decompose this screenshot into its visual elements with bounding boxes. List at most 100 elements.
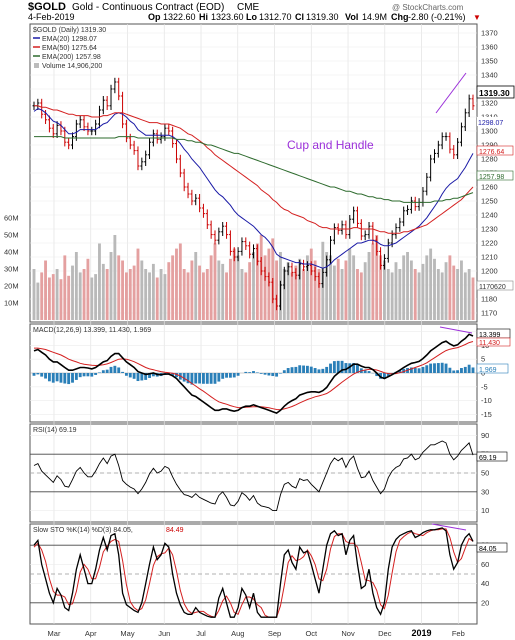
volume-bar	[151, 263, 155, 320]
volume-bar	[413, 269, 417, 320]
macd-histogram-bar	[317, 369, 321, 373]
ema200-value-box: 1257.98	[476, 170, 514, 181]
macd-histogram-bar	[352, 363, 356, 373]
volume-bar	[255, 243, 259, 320]
volume-bar	[417, 272, 421, 320]
price-tick-label: 1200	[481, 267, 498, 276]
volume-bar	[456, 269, 460, 320]
macd-histogram-bar	[313, 368, 317, 373]
volume-bars	[32, 235, 475, 320]
macd-histogram-bar	[340, 360, 344, 373]
exchange: CME	[237, 2, 260, 13]
ema20-value-box-text: 1298.07	[478, 120, 503, 127]
volume-value: 14.9M	[362, 12, 387, 22]
volume-bar	[309, 248, 313, 320]
price-tick-label: 1290	[481, 141, 498, 150]
x-tick-label: Jul	[196, 629, 206, 638]
macd-histogram-bar	[151, 373, 155, 377]
volume-bar	[371, 243, 375, 320]
macd-histogram-bar	[363, 370, 367, 373]
volume-bar	[467, 269, 471, 320]
volume-bar	[121, 260, 125, 320]
macd-histogram-bar	[205, 373, 209, 384]
volume-bar	[140, 260, 144, 320]
open-label: Op	[148, 12, 161, 22]
macd-histogram-bar	[90, 373, 94, 377]
macd-histogram-bar	[47, 373, 51, 382]
hist-value-box: 1.969	[476, 363, 509, 374]
volume-bar	[348, 248, 352, 320]
macd-histogram-bar	[78, 373, 82, 378]
sto-value-box: 84.05	[476, 542, 508, 553]
volume-bar	[236, 255, 240, 320]
macd-histogram-bar	[40, 373, 44, 377]
macd-histogram-bar	[175, 373, 178, 378]
close-value: 1319.30	[306, 12, 339, 22]
macd-histogram-bar	[452, 370, 456, 373]
sto-legend-prefix: Slow STO %K(14) %D(3) 84.05,	[33, 527, 133, 534]
price-tick-label: 1350	[481, 57, 498, 66]
macd-histogram-bar	[279, 373, 282, 374]
rsi-line	[33, 440, 474, 512]
volume-bar	[356, 269, 359, 320]
macd-histogram-bar	[144, 373, 148, 380]
sto-value-box-text: 84.05	[479, 546, 497, 553]
volume-bar	[340, 269, 344, 320]
x-tick-label: Jun	[158, 629, 170, 638]
volume-bar	[240, 269, 244, 320]
macd-histogram-bar	[425, 365, 429, 373]
volume-bar	[128, 269, 132, 320]
x-tick-label: 2019	[412, 628, 432, 638]
macd-histogram-bar	[421, 366, 425, 373]
low-label: Lo	[246, 12, 257, 22]
macd-histogram-bar	[263, 373, 267, 375]
volume-bar	[263, 255, 267, 320]
macd-histogram-bar	[336, 360, 340, 373]
close-label: Cl	[295, 12, 304, 22]
legend-ema50: EMA(50) 1275.64	[42, 45, 97, 52]
macd-histogram-bar	[386, 373, 390, 377]
volume-bar	[67, 275, 71, 320]
macd-histogram-bar	[232, 373, 236, 378]
volume-bar	[471, 277, 475, 320]
high-value: 1323.60	[211, 12, 244, 22]
legend-ema20: EMA(20) 1298.07	[42, 36, 97, 43]
volume-bar	[78, 272, 82, 320]
volume-bar	[198, 265, 202, 320]
macd-histogram-bar	[186, 373, 190, 384]
price-tick-label: 1220	[481, 239, 498, 248]
macd-histogram-bar	[86, 373, 90, 377]
volume-bar	[440, 272, 444, 320]
macd-histogram-bar	[113, 365, 117, 373]
volume-tick-label: 30M	[4, 265, 19, 274]
price-bars	[32, 77, 475, 311]
volume-bar	[329, 255, 332, 320]
volume-bar	[325, 252, 329, 320]
macd-histogram-bar	[463, 366, 467, 373]
macd-histogram-bar	[332, 361, 336, 373]
macd-histogram-bar	[382, 373, 386, 379]
x-tick-label: Dec	[378, 629, 392, 638]
macd-histogram-bar	[321, 368, 325, 373]
macd-histogram-bar	[55, 373, 59, 382]
volume-bar	[175, 248, 178, 320]
ema200-line	[34, 136, 474, 203]
x-tick-label: May	[120, 629, 134, 638]
macd-histogram-bar	[136, 373, 140, 382]
ema200-value-box-text: 1257.98	[479, 174, 504, 181]
macd-histogram-bar	[471, 367, 475, 373]
macd-histogram-bar	[140, 373, 144, 381]
macd-histogram-bar	[32, 373, 36, 376]
volume-bar	[105, 269, 109, 320]
macd-histogram-bar	[98, 372, 101, 373]
price-value-box-text: 1319.30	[479, 88, 510, 98]
volume-bar	[221, 263, 225, 320]
macd-histogram-bar	[252, 371, 255, 373]
macd-histogram-bar	[460, 368, 463, 373]
volume-bar	[205, 269, 209, 320]
ema20-line	[33, 108, 474, 269]
macd-histogram-bar	[171, 373, 175, 376]
price-tick-label: 1180	[481, 295, 497, 304]
volume-bar	[386, 269, 390, 320]
